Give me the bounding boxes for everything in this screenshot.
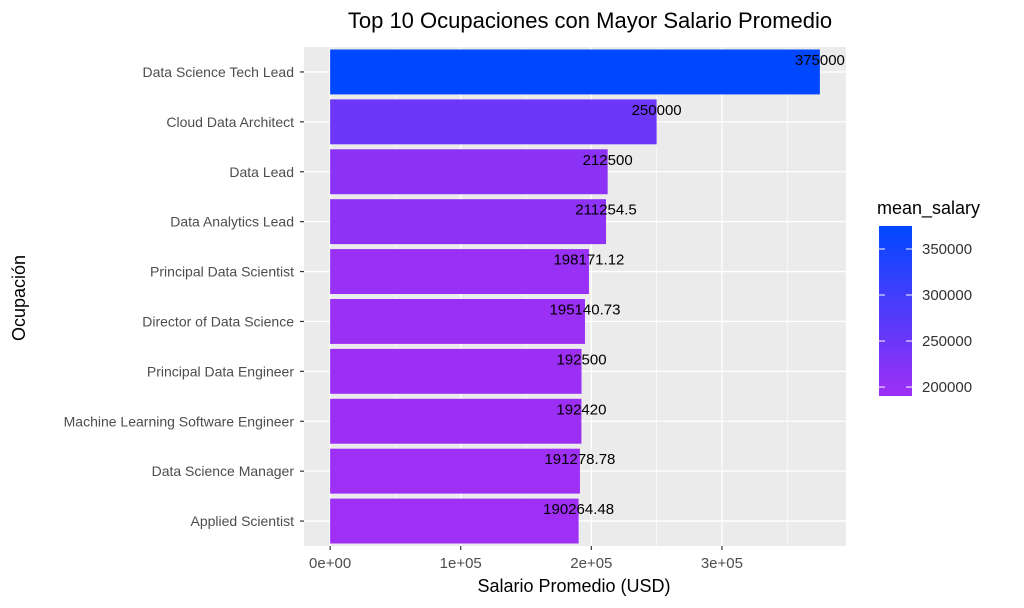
data-label: 190264.48: [543, 501, 614, 518]
y-tick-label: Data Lead: [229, 164, 294, 180]
legend-tick-label: 300000: [922, 287, 972, 304]
data-label: 192420: [556, 401, 606, 418]
legend-tick-label: 200000: [922, 379, 972, 396]
x-tick-label: 1e+05: [440, 555, 482, 572]
bar: [330, 398, 582, 444]
legend-tick-label: 250000: [922, 333, 972, 350]
y-tick-label: Director of Data Science: [142, 313, 294, 329]
data-label: 250000: [632, 102, 682, 119]
bar: [330, 149, 608, 195]
bar: [330, 498, 579, 544]
y-tick-label: Principal Data Scientist: [150, 264, 294, 280]
chart-title: Top 10 Ocupaciones con Mayor Salario Pro…: [348, 8, 832, 33]
x-tick-label: 0e+00: [309, 555, 351, 572]
data-label: 198171.12: [553, 252, 624, 269]
data-label: 211254.5: [575, 202, 636, 219]
x-tick-label: 3e+05: [701, 555, 743, 572]
legend-colorbar: [879, 226, 912, 396]
y-tick-label: Principal Data Engineer: [147, 363, 294, 379]
legend-tick-label: 350000: [922, 241, 972, 258]
x-tick-label: 2e+05: [570, 555, 612, 572]
y-tick-label: Applied Scientist: [190, 513, 294, 529]
plot-area: 375000 Data Science Tech Lead 250000 Cloud …: [64, 47, 846, 572]
bar: [330, 199, 607, 245]
y-tick-label: Data Science Manager: [152, 463, 295, 479]
bar: [330, 99, 657, 145]
legend-title: mean_salary: [877, 198, 980, 219]
data-label: 192500: [556, 351, 606, 368]
y-tick-label: Data Science Tech Lead: [142, 64, 294, 80]
data-label: 195140.73: [550, 301, 621, 318]
data-label: 191278.78: [544, 451, 615, 468]
y-tick-label: Cloud Data Architect: [166, 114, 294, 130]
y-tick-label: Data Analytics Lead: [170, 214, 294, 230]
bar: [330, 448, 580, 494]
bar: [330, 249, 589, 295]
x-axis-title: Salario Promedio (USD): [477, 576, 670, 596]
data-label: 212500: [583, 152, 633, 169]
bar: [330, 49, 820, 95]
data-label: 375000: [795, 52, 845, 69]
y-tick-label: Machine Learning Software Engineer: [64, 413, 295, 429]
bar: [330, 298, 585, 344]
bar: [330, 348, 582, 394]
y-axis-title: Ocupación: [9, 255, 29, 341]
legend: 200000 250000 300000 350000: [879, 226, 972, 396]
